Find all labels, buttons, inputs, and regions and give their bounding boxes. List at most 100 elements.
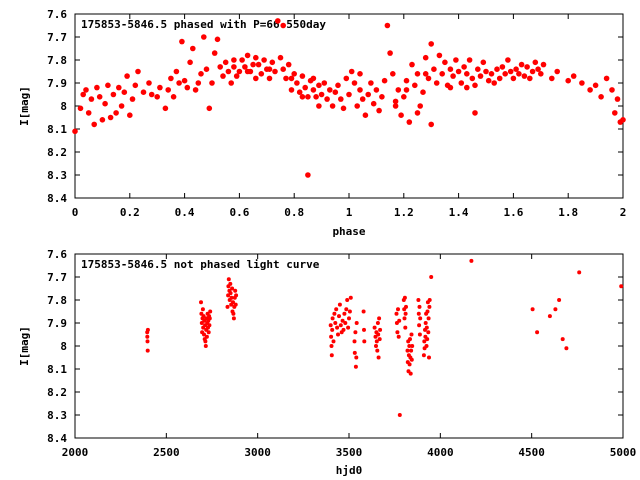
data-point	[521, 73, 528, 79]
data-point	[428, 121, 435, 128]
data-point	[342, 311, 347, 316]
data-point	[198, 71, 204, 77]
data-point	[376, 355, 381, 360]
data-point	[99, 117, 106, 123]
data-point	[335, 82, 341, 89]
data-point	[113, 110, 119, 116]
data-point	[330, 316, 335, 321]
data-point	[202, 332, 206, 337]
chart-2: 2000 2500 3000 3500 4000 4500 5000 7.6 7.7 7.8 7.9…	[18, 248, 636, 477]
data-point	[426, 330, 431, 335]
data-point	[370, 100, 377, 107]
data-point	[417, 103, 424, 109]
data-point	[231, 300, 235, 305]
data-point	[612, 110, 618, 116]
data-point	[208, 309, 213, 314]
data-point	[157, 84, 163, 91]
y-tick-label: 8.1	[47, 363, 67, 376]
data-point	[135, 68, 141, 75]
data-point	[88, 96, 95, 102]
data-point	[348, 295, 353, 300]
data-point	[603, 75, 610, 82]
data-point	[199, 300, 203, 305]
data-point	[407, 362, 412, 367]
data-point	[233, 73, 240, 79]
data-point	[535, 66, 541, 72]
x-tick-label: 1.8	[558, 206, 578, 219]
data-point	[207, 316, 212, 321]
data-point	[225, 304, 230, 309]
x-tick-label: 1.4	[449, 206, 469, 219]
data-point	[619, 284, 624, 289]
data-point	[201, 34, 207, 40]
data-point	[203, 66, 210, 72]
data-point	[530, 307, 535, 312]
y-tick-label: 8.1	[47, 123, 67, 136]
data-point	[485, 77, 492, 84]
data-point	[560, 337, 565, 342]
data-point	[329, 344, 334, 348]
data-point	[253, 54, 259, 61]
data-point	[145, 334, 150, 339]
data-point	[343, 321, 348, 325]
data-point	[179, 38, 185, 45]
data-point	[209, 80, 215, 86]
data-point	[402, 316, 407, 321]
x-tick-label: 3000	[244, 446, 271, 459]
data-point	[255, 61, 262, 68]
data-point	[146, 80, 152, 86]
x-tick-label: 5000	[610, 446, 637, 459]
y-tick-label: 7.7	[47, 31, 67, 44]
y-tick-label: 8.4	[47, 192, 67, 205]
data-point	[461, 64, 467, 70]
y-tick-label: 8	[60, 340, 67, 353]
data-point	[280, 66, 287, 72]
data-point	[145, 339, 150, 344]
data-point	[362, 327, 366, 332]
data-point	[403, 311, 408, 316]
data-point	[332, 311, 337, 316]
data-point	[200, 307, 205, 312]
data-point	[338, 323, 343, 328]
data-point	[132, 82, 139, 89]
data-point	[266, 75, 273, 82]
data-point	[598, 94, 604, 100]
data-point	[357, 71, 363, 77]
x-tick-label: 2	[620, 206, 627, 219]
data-point	[538, 71, 544, 77]
data-point	[408, 371, 413, 376]
data-point	[535, 330, 540, 335]
data-point	[148, 91, 155, 98]
data-point	[579, 80, 585, 86]
data-point	[408, 337, 412, 342]
x-tick-label: 0.8	[284, 206, 304, 219]
data-point	[85, 110, 92, 116]
data-point	[401, 94, 407, 100]
data-point	[609, 87, 615, 93]
data-point	[313, 94, 319, 100]
data-point	[570, 73, 577, 79]
data-point	[458, 80, 465, 86]
data-point	[228, 80, 234, 86]
x-tick-label: 1.6	[503, 206, 523, 219]
data-point	[428, 41, 435, 47]
data-point	[412, 82, 418, 89]
data-point	[417, 304, 422, 309]
data-point	[288, 75, 295, 82]
data-point	[211, 50, 218, 56]
data-point	[564, 346, 569, 351]
x-tick-label: 0.6	[229, 206, 249, 219]
data-point	[403, 325, 408, 330]
data-point	[405, 348, 410, 353]
data-point	[181, 77, 188, 84]
data-point	[285, 61, 292, 68]
data-point	[105, 82, 111, 89]
data-point	[447, 84, 454, 91]
data-point	[340, 318, 345, 323]
data-point	[72, 128, 78, 135]
data-point	[409, 357, 414, 362]
data-point	[403, 87, 410, 93]
data-point	[346, 91, 352, 98]
data-point	[362, 339, 367, 344]
x-tick-label: 2000	[62, 446, 89, 459]
